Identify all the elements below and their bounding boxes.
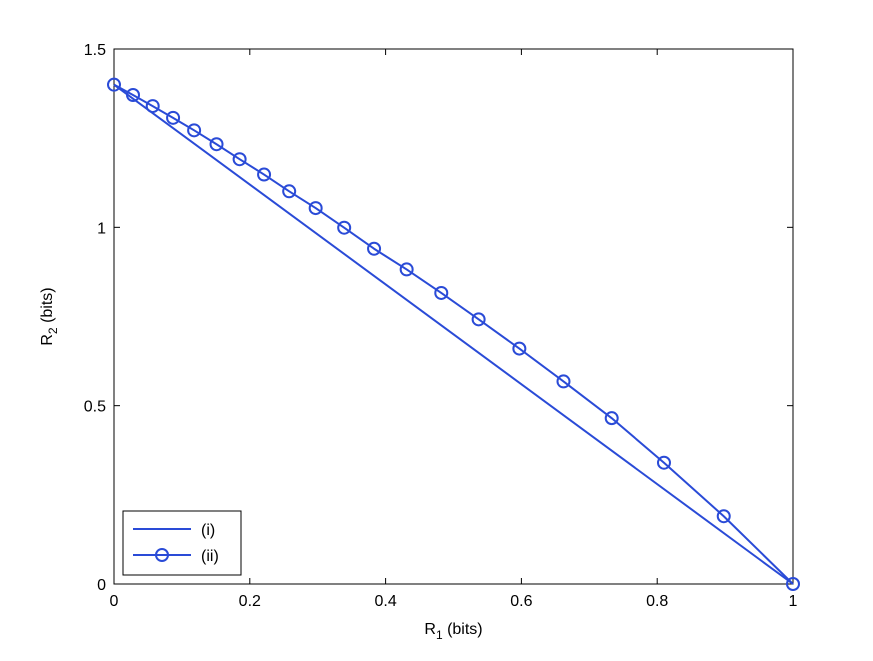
series-ii-point <box>308 201 323 216</box>
plot-area <box>113 48 794 585</box>
series-ii-point <box>512 341 527 356</box>
legend-marker-ii <box>155 548 169 562</box>
y-tick-label: 0 <box>97 577 106 594</box>
y-axis-label-rest: (bits) <box>39 287 56 327</box>
x-tick-label: 1 <box>789 593 798 610</box>
series-ii-point <box>232 152 247 167</box>
series-ii-point <box>145 99 160 114</box>
series-line-i <box>113 83 794 585</box>
x-axis-label: R1 (bits) <box>424 621 482 642</box>
series-line-ii <box>113 83 794 585</box>
legend-label-ii: (ii) <box>201 548 219 565</box>
series-ii-point <box>786 577 800 591</box>
y-tick-label: 1.5 <box>84 42 106 59</box>
series-ii-point <box>337 220 352 235</box>
y-axis-label-base: R <box>39 334 56 346</box>
ticks-layer: 0 0.2 0.4 0.6 0.8 1 0 0.5 1 1.5 <box>84 42 798 610</box>
series-ii-point <box>716 509 731 524</box>
x-tick-label: 0.2 <box>239 593 261 610</box>
series-ii-point <box>126 88 141 103</box>
x-tick-label: 0 <box>110 593 119 610</box>
y-tick-label: 0.5 <box>84 399 106 416</box>
x-tick-label: 0.8 <box>646 593 668 610</box>
series-ii-point <box>187 123 202 138</box>
series-layer <box>107 77 800 591</box>
series-ii-point <box>656 455 671 470</box>
x-axis-label-subscript: 1 <box>436 628 443 642</box>
y-axis-label-subscript: 2 <box>46 327 60 334</box>
series-ii-point <box>209 137 224 152</box>
x-tick-label: 0.4 <box>374 593 396 610</box>
legend: (i) (ii) <box>122 510 242 576</box>
series-ii-point <box>257 167 272 182</box>
x-axis-label-base: R <box>424 621 436 638</box>
x-axis-label-rest: (bits) <box>443 621 483 638</box>
series-ii-point <box>604 411 619 426</box>
x-tick-label: 0.6 <box>510 593 532 610</box>
series-ii-point <box>282 184 297 199</box>
legend-label-i: (i) <box>201 522 215 539</box>
y-axis-label: R2 (bits) <box>39 287 60 345</box>
legend-box <box>122 510 242 576</box>
y-tick-label: 1 <box>97 220 106 237</box>
series-ii-point <box>107 77 121 92</box>
series-ii-point <box>399 262 414 277</box>
series-ii-point <box>434 285 449 300</box>
series-ii-point <box>471 312 486 327</box>
series-ii-point <box>367 241 382 256</box>
series-ii-point <box>166 110 181 125</box>
series-ii-point <box>556 374 571 389</box>
